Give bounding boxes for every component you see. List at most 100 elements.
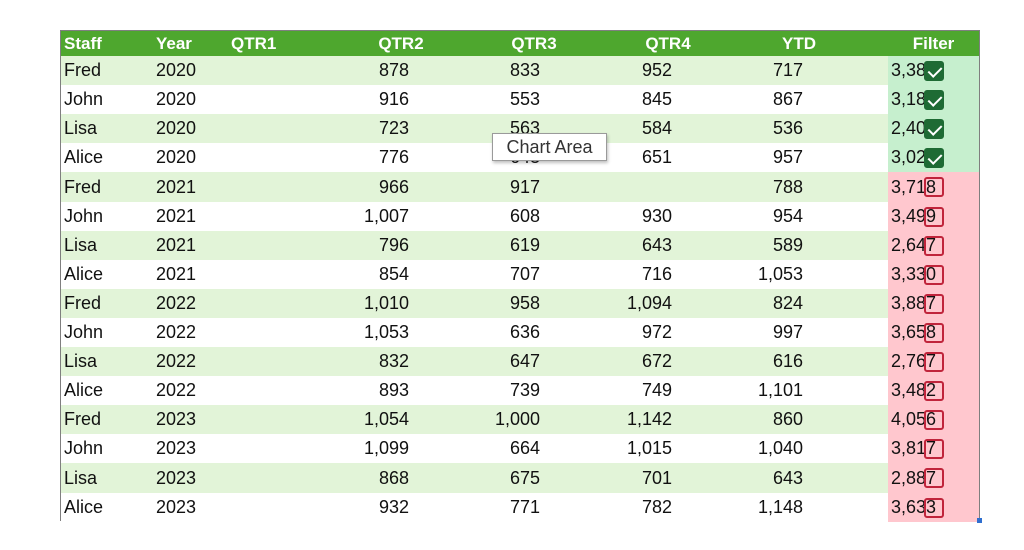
cell-qtr4[interactable]: 1,040	[757, 438, 803, 458]
cell-qtr2[interactable]: 1,000	[494, 409, 540, 429]
header-qtr3[interactable]: QTR3	[511, 33, 557, 53]
header-filter[interactable]: Filter	[912, 33, 955, 53]
cell-qtr1[interactable]: 916	[378, 89, 409, 109]
cell-qtr2[interactable]: 917	[509, 176, 540, 197]
cell-qtr3[interactable]: 1,094	[626, 293, 672, 313]
cell-qtr1[interactable]: 1,007	[363, 206, 409, 226]
cell-qtr3[interactable]: 845	[641, 89, 672, 109]
cell-qtr4[interactable]: 589	[772, 235, 803, 255]
cell-year[interactable]: 2023	[156, 438, 197, 458]
cell-year[interactable]: 2021	[156, 264, 197, 284]
cell-qtr1[interactable]: 893	[378, 380, 409, 400]
cell-qtr4[interactable]: 717	[772, 60, 803, 80]
spreadsheet-table[interactable]: Staff Year QTR1 QTR2 QTR3 QTR4 YTD Filte…	[60, 30, 982, 523]
cell-year[interactable]: 2023	[156, 467, 197, 488]
header-qtr1[interactable]: QTR1	[231, 33, 277, 53]
cell-filter[interactable]	[888, 493, 979, 522]
cell-qtr3[interactable]: 716	[641, 264, 672, 284]
cell-qtr2[interactable]: 608	[509, 206, 540, 226]
checkbox-unchecked-icon[interactable]	[923, 468, 944, 488]
cell-qtr3[interactable]	[540, 172, 672, 202]
cell-year[interactable]: 2021	[156, 176, 197, 197]
cell-qtr4[interactable]: 643	[772, 467, 803, 488]
header-year[interactable]: Year	[156, 33, 192, 53]
cell-qtr1[interactable]: 1,054	[363, 409, 409, 429]
cell-filter[interactable]	[888, 143, 979, 172]
cell-qtr3[interactable]: 584	[641, 118, 672, 138]
checkbox-unchecked-icon[interactable]	[923, 206, 944, 227]
cell-qtr3[interactable]: 643	[641, 235, 672, 255]
cell-staff[interactable]: Lisa	[64, 235, 98, 255]
cell-qtr2[interactable]: 619	[509, 235, 540, 255]
cell-qtr1[interactable]: 966	[378, 176, 409, 197]
cell-staff[interactable]: John	[64, 322, 104, 342]
cell-qtr2[interactable]: 636	[509, 322, 540, 342]
cell-filter[interactable]	[888, 231, 979, 260]
cell-staff[interactable]: John	[64, 89, 104, 109]
checkbox-unchecked-icon[interactable]	[923, 380, 944, 401]
checkbox-unchecked-icon[interactable]	[923, 351, 944, 372]
header-qtr2[interactable]: QTR2	[378, 33, 424, 53]
cell-year[interactable]: 2020	[156, 118, 197, 138]
cell-year[interactable]: 2023	[156, 497, 197, 517]
cell-staff[interactable]: Lisa	[64, 467, 98, 488]
checkbox-unchecked-icon[interactable]	[923, 235, 944, 256]
cell-qtr1[interactable]: 776	[378, 147, 409, 167]
cell-staff[interactable]: Alice	[64, 147, 104, 167]
cell-year[interactable]: 2022	[156, 322, 197, 342]
cell-year[interactable]: 2023	[156, 409, 197, 429]
cell-staff[interactable]: John	[64, 206, 104, 226]
cell-filter[interactable]	[888, 260, 979, 289]
cell-year[interactable]: 2022	[156, 380, 197, 400]
cell-qtr3[interactable]: 701	[641, 467, 672, 488]
cell-staff[interactable]: Alice	[64, 264, 104, 284]
cell-qtr1[interactable]: 723	[378, 118, 409, 138]
cell-year[interactable]: 2021	[156, 206, 197, 226]
checkbox-checked-icon[interactable]	[923, 89, 944, 110]
cell-qtr1[interactable]: 1,099	[363, 438, 409, 458]
cell-year[interactable]: 2022	[156, 293, 197, 313]
cell-staff[interactable]: Lisa	[64, 118, 98, 138]
cell-qtr1[interactable]: 868	[378, 467, 409, 488]
cell-qtr1[interactable]: 1,053	[363, 322, 409, 342]
cell-filter[interactable]	[888, 114, 979, 143]
cell-filter[interactable]	[888, 376, 979, 405]
cell-qtr3[interactable]: 930	[641, 206, 672, 226]
checkbox-checked-icon[interactable]	[923, 60, 944, 81]
cell-qtr4[interactable]: 954	[772, 206, 803, 226]
cell-qtr2[interactable]: 647	[509, 351, 540, 371]
cell-qtr4[interactable]: 788	[772, 176, 803, 197]
cell-qtr3[interactable]: 1,142	[626, 409, 672, 429]
cell-qtr3[interactable]: 672	[641, 351, 672, 371]
cell-filter[interactable]	[888, 318, 979, 347]
cell-filter[interactable]	[888, 56, 979, 85]
cell-qtr1[interactable]: 796	[378, 235, 409, 255]
cell-filter[interactable]	[888, 463, 979, 493]
checkbox-unchecked-icon[interactable]	[923, 177, 944, 197]
checkbox-unchecked-icon[interactable]	[923, 293, 944, 314]
cell-year[interactable]: 2020	[156, 147, 197, 167]
cell-year[interactable]: 2021	[156, 235, 197, 255]
cell-qtr2[interactable]: 675	[509, 467, 540, 488]
cell-year[interactable]: 2020	[156, 89, 197, 109]
cell-staff[interactable]: Lisa	[64, 351, 98, 371]
cell-filter[interactable]	[888, 85, 979, 114]
cell-filter[interactable]	[888, 172, 979, 202]
checkbox-unchecked-icon[interactable]	[923, 497, 944, 518]
checkbox-unchecked-icon[interactable]	[923, 264, 944, 285]
cell-qtr4[interactable]: 957	[772, 147, 803, 167]
cell-staff[interactable]: Fred	[64, 293, 102, 313]
cell-qtr4[interactable]: 1,148	[757, 497, 803, 517]
cell-qtr2[interactable]: 664	[509, 438, 540, 458]
checkbox-checked-icon[interactable]	[923, 147, 944, 168]
cell-filter[interactable]	[888, 289, 979, 318]
cell-qtr4[interactable]: 536	[772, 118, 803, 138]
header-qtr4[interactable]: QTR4	[645, 33, 691, 53]
cell-qtr3[interactable]: 952	[641, 60, 672, 80]
cell-staff[interactable]: Alice	[64, 497, 104, 517]
checkbox-unchecked-icon[interactable]	[923, 409, 944, 430]
cell-filter[interactable]	[888, 405, 979, 434]
cell-staff[interactable]: Fred	[64, 176, 102, 197]
cell-qtr4[interactable]: 860	[772, 409, 803, 429]
header-ytd[interactable]: YTD	[782, 33, 816, 53]
